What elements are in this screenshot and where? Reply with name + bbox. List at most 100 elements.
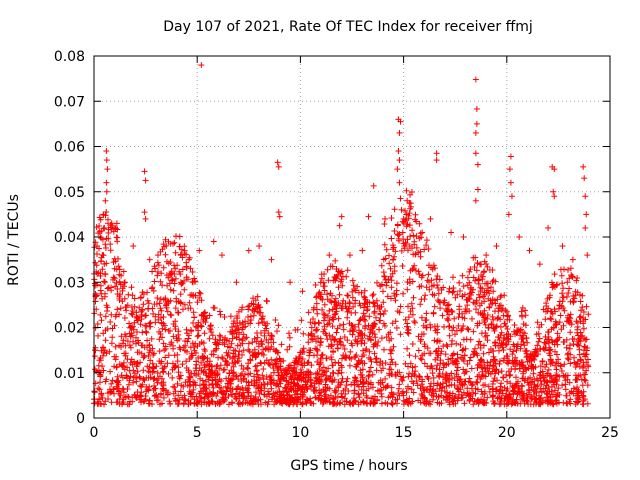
data-point bbox=[400, 215, 407, 222]
data-point bbox=[406, 243, 413, 250]
data-point bbox=[141, 168, 148, 175]
data-point bbox=[396, 179, 403, 186]
data-point bbox=[448, 229, 455, 236]
x-tick-label: 0 bbox=[90, 425, 99, 441]
y-tick-labels: 0 0.01 0.02 0.03 0.04 0.05 0.06 0.07 0.08 bbox=[54, 49, 85, 427]
data-point bbox=[103, 188, 110, 195]
data-point bbox=[370, 182, 377, 189]
data-point bbox=[472, 197, 479, 204]
y-tick-label: 0.06 bbox=[54, 140, 85, 156]
axis-ticks bbox=[93, 55, 611, 419]
x-tick-label: 5 bbox=[193, 425, 202, 441]
y-axis-label: ROTI / TECUs bbox=[6, 194, 22, 286]
data-point bbox=[551, 193, 558, 200]
data-point bbox=[550, 188, 557, 195]
data-point bbox=[419, 229, 426, 236]
data-point bbox=[101, 224, 108, 231]
data-point bbox=[102, 197, 109, 204]
data-point bbox=[92, 347, 99, 354]
data-point bbox=[507, 179, 514, 186]
data-point bbox=[336, 222, 343, 229]
data-point bbox=[274, 159, 281, 166]
data-point bbox=[398, 206, 405, 213]
data-point bbox=[505, 211, 512, 218]
data-point bbox=[218, 252, 225, 259]
data-point bbox=[472, 76, 479, 83]
dense-point-cloud bbox=[91, 187, 592, 408]
data-point bbox=[433, 157, 440, 164]
data-point bbox=[198, 62, 205, 69]
data-point bbox=[472, 129, 479, 136]
data-point bbox=[508, 193, 515, 200]
data-point bbox=[584, 252, 591, 259]
data-point bbox=[103, 157, 110, 164]
data-point bbox=[276, 213, 283, 220]
y-tick-label: 0.08 bbox=[54, 49, 85, 65]
data-point bbox=[141, 209, 148, 216]
y-tick-label: 0 bbox=[76, 411, 85, 427]
data-point bbox=[545, 224, 552, 231]
data-point bbox=[551, 166, 558, 173]
data-point bbox=[493, 243, 500, 250]
data-point bbox=[245, 247, 252, 254]
data-point bbox=[177, 252, 184, 259]
data-point bbox=[536, 261, 543, 268]
data-point bbox=[583, 211, 590, 218]
data-point bbox=[326, 252, 333, 259]
data-point bbox=[313, 306, 320, 313]
data-point bbox=[346, 252, 353, 259]
data-point bbox=[103, 179, 110, 186]
x-tick-label: 10 bbox=[291, 425, 309, 441]
data-point bbox=[111, 265, 118, 272]
data-point bbox=[382, 215, 389, 222]
data-point bbox=[427, 215, 434, 222]
data-point bbox=[275, 209, 282, 216]
y-tick-label: 0.04 bbox=[54, 230, 85, 246]
data-point bbox=[397, 118, 404, 125]
data-point bbox=[103, 148, 110, 155]
data-point bbox=[142, 177, 149, 184]
data-point bbox=[582, 224, 589, 231]
data-point bbox=[395, 148, 402, 155]
y-tick-label: 0.03 bbox=[54, 275, 85, 291]
data-point bbox=[474, 186, 481, 193]
y-tick-label: 0.05 bbox=[54, 185, 85, 201]
y-tick-label: 0.01 bbox=[54, 366, 85, 382]
data-points bbox=[92, 62, 591, 354]
data-point bbox=[483, 252, 490, 259]
data-point bbox=[210, 238, 217, 245]
point-cloud-markers bbox=[91, 187, 592, 408]
data-point bbox=[433, 150, 440, 157]
y-tick-label: 0.02 bbox=[54, 321, 85, 337]
data-point bbox=[196, 247, 203, 254]
data-point bbox=[104, 166, 111, 173]
data-point bbox=[299, 288, 306, 295]
data-point bbox=[506, 166, 513, 173]
data-point bbox=[185, 256, 192, 263]
x-tick-label: 20 bbox=[498, 425, 516, 441]
data-point bbox=[394, 166, 401, 173]
data-point bbox=[569, 256, 576, 263]
data-point bbox=[582, 193, 589, 200]
data-point bbox=[275, 163, 282, 170]
data-point bbox=[559, 243, 566, 250]
data-point bbox=[233, 279, 240, 286]
data-point bbox=[473, 120, 480, 127]
chart-title: Day 107 of 2021, Rate Of TEC Index for r… bbox=[163, 19, 533, 35]
data-point bbox=[154, 252, 161, 259]
data-point bbox=[100, 211, 107, 218]
y-tick-label: 0.07 bbox=[54, 94, 85, 110]
data-point bbox=[165, 274, 172, 281]
data-point bbox=[94, 243, 101, 250]
data-point bbox=[516, 234, 523, 240]
data-point bbox=[396, 129, 403, 136]
data-point bbox=[526, 247, 533, 254]
data-point bbox=[146, 256, 153, 263]
x-tick-label: 25 bbox=[601, 425, 619, 441]
data-point bbox=[474, 161, 481, 168]
data-point bbox=[397, 195, 404, 202]
data-point bbox=[472, 150, 479, 157]
data-point bbox=[287, 279, 294, 286]
data-point bbox=[581, 175, 588, 182]
